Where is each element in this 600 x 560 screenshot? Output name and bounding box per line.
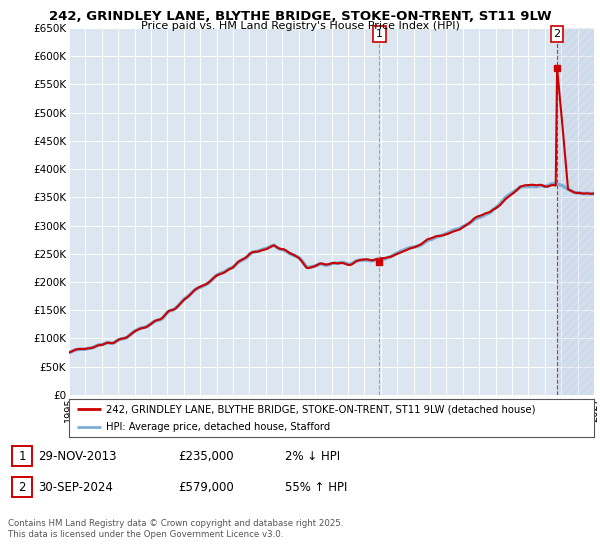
- Text: 55% ↑ HPI: 55% ↑ HPI: [285, 480, 347, 494]
- Text: 242, GRINDLEY LANE, BLYTHE BRIDGE, STOKE-ON-TRENT, ST11 9LW: 242, GRINDLEY LANE, BLYTHE BRIDGE, STOKE…: [49, 10, 551, 23]
- Text: £579,000: £579,000: [178, 480, 234, 494]
- FancyBboxPatch shape: [12, 446, 32, 466]
- Text: 1: 1: [18, 450, 26, 463]
- Text: 30-SEP-2024: 30-SEP-2024: [38, 480, 113, 494]
- Text: 2% ↓ HPI: 2% ↓ HPI: [285, 450, 340, 463]
- Text: 2: 2: [554, 29, 560, 39]
- Text: Price paid vs. HM Land Registry's House Price Index (HPI): Price paid vs. HM Land Registry's House …: [140, 21, 460, 31]
- Text: 29-NOV-2013: 29-NOV-2013: [38, 450, 116, 463]
- FancyBboxPatch shape: [12, 477, 32, 497]
- Text: HPI: Average price, detached house, Stafford: HPI: Average price, detached house, Staf…: [106, 422, 330, 432]
- Text: 1: 1: [376, 29, 383, 39]
- Text: Contains HM Land Registry data © Crown copyright and database right 2025.
This d: Contains HM Land Registry data © Crown c…: [8, 520, 343, 539]
- Text: 2: 2: [18, 480, 26, 494]
- Text: £235,000: £235,000: [178, 450, 233, 463]
- Text: 242, GRINDLEY LANE, BLYTHE BRIDGE, STOKE-ON-TRENT, ST11 9LW (detached house): 242, GRINDLEY LANE, BLYTHE BRIDGE, STOKE…: [106, 404, 535, 414]
